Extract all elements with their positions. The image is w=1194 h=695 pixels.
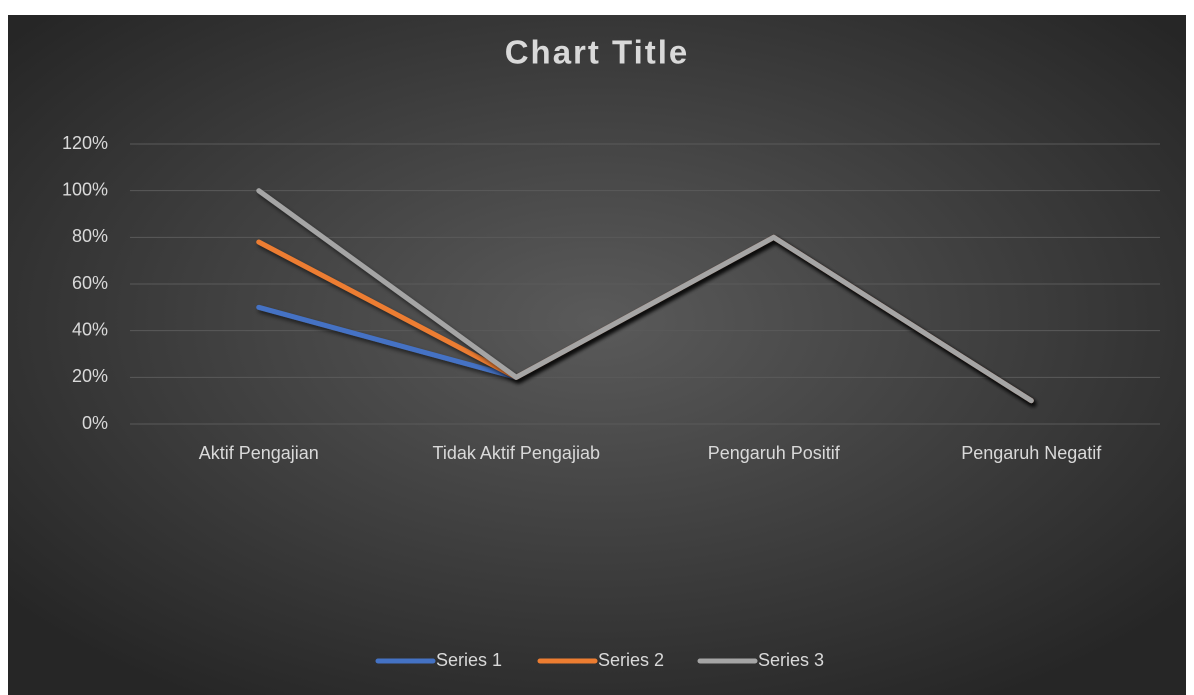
x-tick-label: Aktif Pengajian (199, 443, 319, 463)
y-tick-label: 120% (62, 133, 108, 153)
y-tick-label: 0% (82, 413, 108, 433)
y-tick-label: 60% (72, 273, 108, 293)
y-tick-label: 100% (62, 179, 108, 199)
chart-title: Chart Title (505, 34, 690, 71)
legend-label: Series 3 (758, 650, 824, 670)
series-line (256, 188, 1034, 404)
legend-label: Series 2 (598, 650, 664, 670)
x-tick-label: Tidak Aktif Pengajiab (433, 443, 600, 463)
legend-label: Series 1 (436, 650, 502, 670)
y-tick-label: 40% (72, 319, 108, 339)
y-tick-label: 20% (72, 366, 108, 386)
y-tick-label: 80% (72, 226, 108, 246)
chart-background (8, 15, 1186, 695)
x-tick-label: Pengaruh Positif (708, 443, 841, 463)
x-tick-label: Pengaruh Negatif (961, 443, 1102, 463)
